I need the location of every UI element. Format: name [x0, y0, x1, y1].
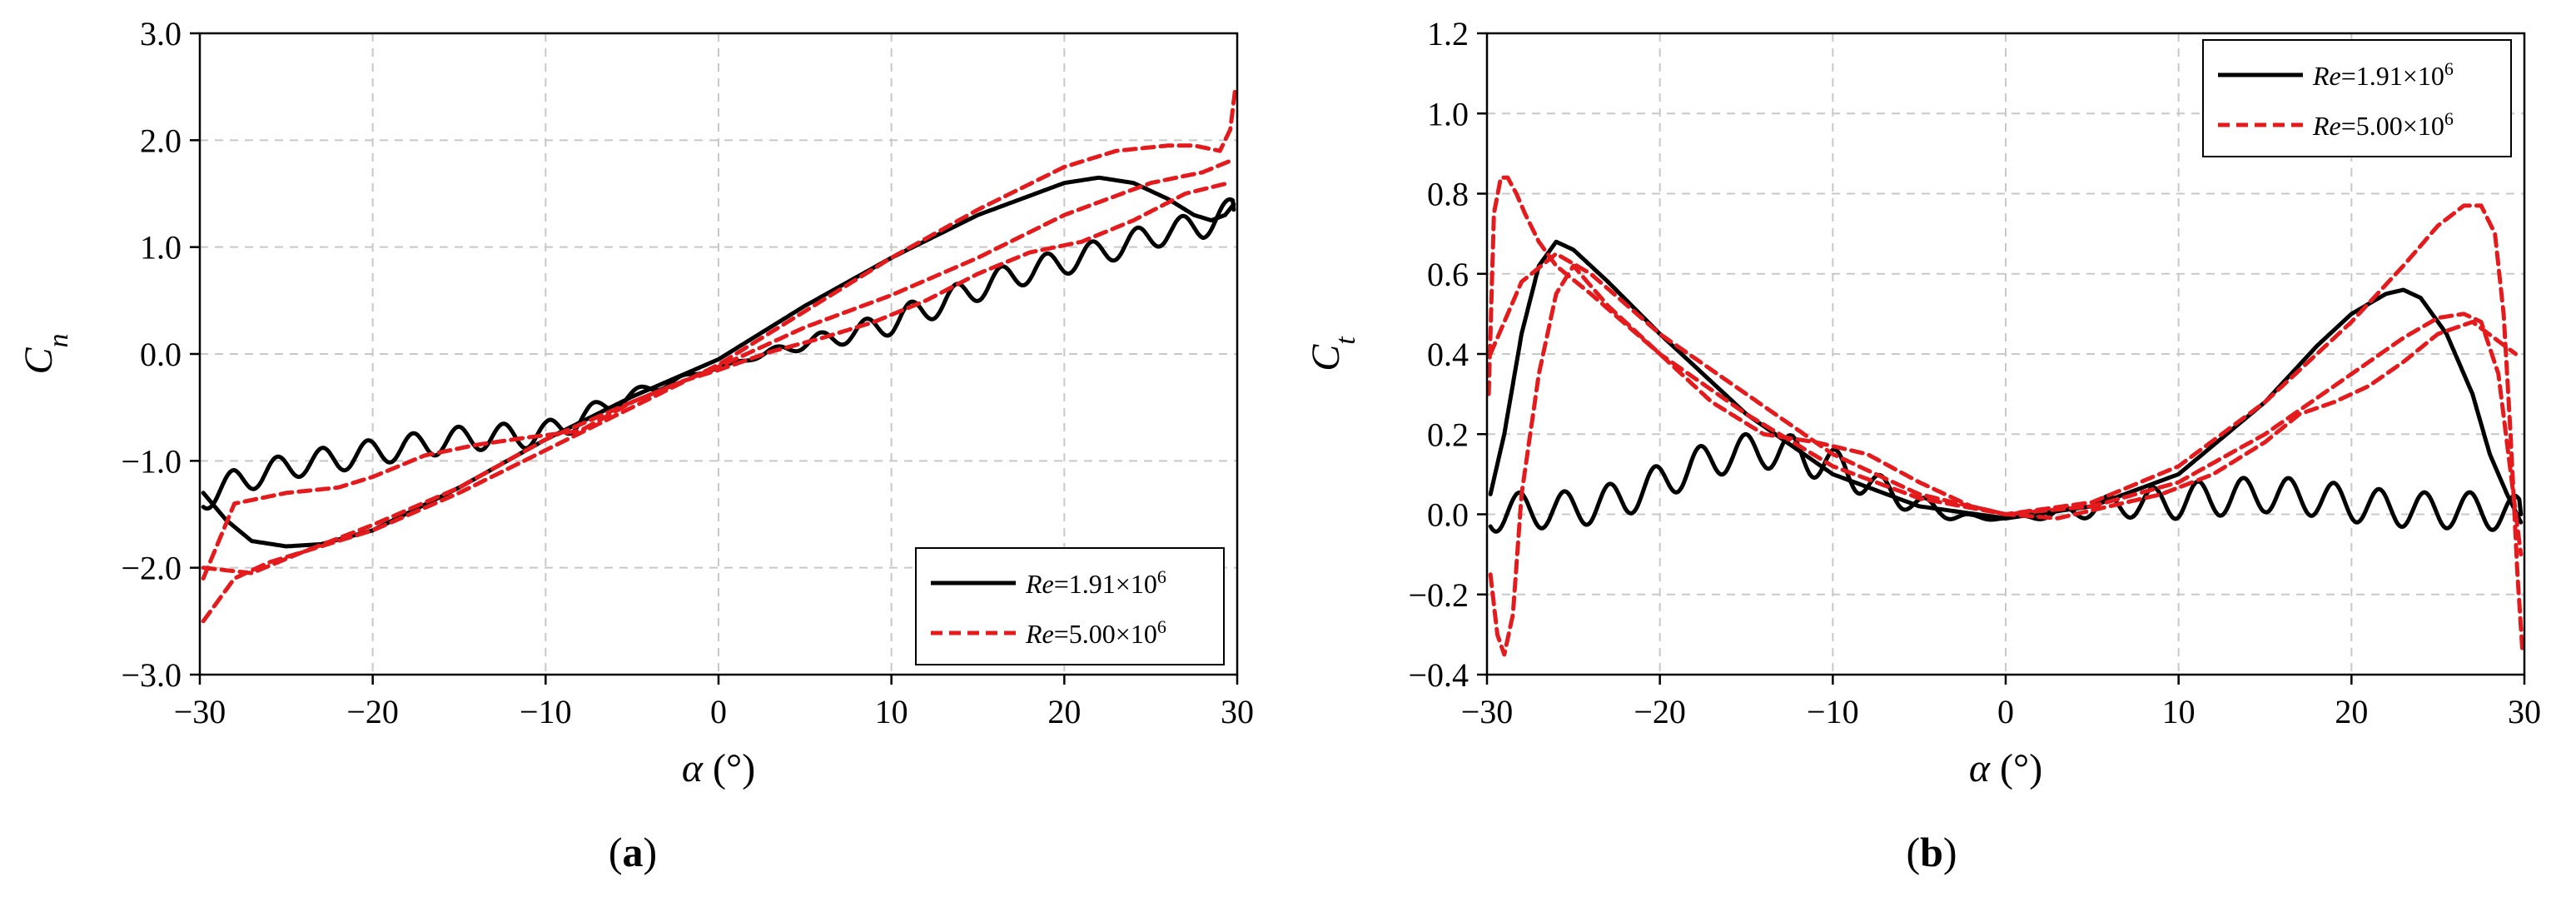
- legend-entry-label: Re=5.00×106: [2312, 108, 2454, 142]
- x-tick-label: 20: [2335, 693, 2368, 730]
- y-tick-label: 3.0: [140, 15, 182, 52]
- legend: Re=1.91×106 Re=5.00×106: [2202, 39, 2512, 157]
- x-tick-label: −20: [1634, 693, 1686, 730]
- series-line-re-5-00-inner: [1488, 263, 2519, 657]
- legend-entry-label: Re=1.91×106: [2312, 58, 2454, 92]
- y-tick-label: −0.4: [1408, 656, 1469, 694]
- x-tick-label: −30: [1461, 693, 1514, 730]
- y-axis-title: Cn: [17, 333, 74, 374]
- x-tick-label: 20: [1047, 693, 1081, 730]
- y-tick-label: −3.0: [121, 656, 182, 694]
- y-tick-label: −0.2: [1408, 576, 1469, 614]
- series-line-re-5-00-middle: [1488, 252, 2524, 557]
- x-axis-title: α (°): [682, 746, 755, 790]
- x-tick-label: 0: [710, 693, 727, 730]
- legend-box: [915, 547, 1225, 665]
- x-tick-label: 30: [1221, 693, 1254, 730]
- series-group: [201, 84, 1237, 624]
- y-tick-label: 0.2: [1427, 416, 1469, 453]
- y-tick-label: 1.0: [140, 229, 182, 267]
- legend: Re=1.91×106 Re=5.00×106: [915, 547, 1225, 665]
- x-axis-title: α (°): [1969, 746, 2042, 790]
- y-tick-label: −1.0: [121, 442, 182, 480]
- x-tick-label: −10: [520, 693, 572, 730]
- series-line-re-5-00-middle: [201, 159, 1231, 576]
- x-tick-label: 30: [2508, 693, 2541, 730]
- y-tick-label: 0.8: [1427, 176, 1469, 213]
- x-tick-label: 10: [2162, 693, 2196, 730]
- series-line-re-1-91-upper: [201, 175, 1236, 549]
- y-tick-label: 0.0: [140, 336, 182, 373]
- panel-a: −30 −20 −10 0 10 20 30 −3.0 −2.0 −1.0 0.0 1.0 2.0 3.0…: [17, 15, 1254, 875]
- y-tick-label: 1.0: [1427, 95, 1469, 132]
- y-tick-label: 0.6: [1427, 256, 1469, 293]
- panel-sublabel: (b): [1906, 829, 1957, 875]
- x-tick-label: −10: [1807, 693, 1859, 730]
- x-tick-label: −30: [174, 693, 226, 730]
- y-tick-label: 0.0: [1427, 496, 1469, 534]
- x-tick-label: 10: [875, 693, 908, 730]
- y-tick-label: −2.0: [121, 550, 182, 587]
- legend-entry-label: Re=5.00×106: [1025, 616, 1166, 650]
- x-tick-label: 0: [1997, 693, 2014, 730]
- y-tick-label: 0.4: [1427, 336, 1469, 373]
- x-tick-label: −20: [346, 693, 399, 730]
- y-axis-title: Ct: [1304, 336, 1361, 371]
- series-group: [1487, 175, 2524, 657]
- series-line-re-5-00-lower: [201, 181, 1231, 581]
- y-tick-label: 2.0: [140, 122, 182, 159]
- panel-sublabel: (a): [609, 829, 657, 875]
- legend-entry-label: Re=1.91×106: [1025, 566, 1166, 600]
- panel-b: −30 −20 −10 0 10 20 30 −0.4 −0.2 0.0 0.2 0.4 0.6 0.8 1…: [1304, 15, 2541, 875]
- y-tick-label: 1.2: [1427, 15, 1469, 52]
- legend-box: [2202, 39, 2512, 157]
